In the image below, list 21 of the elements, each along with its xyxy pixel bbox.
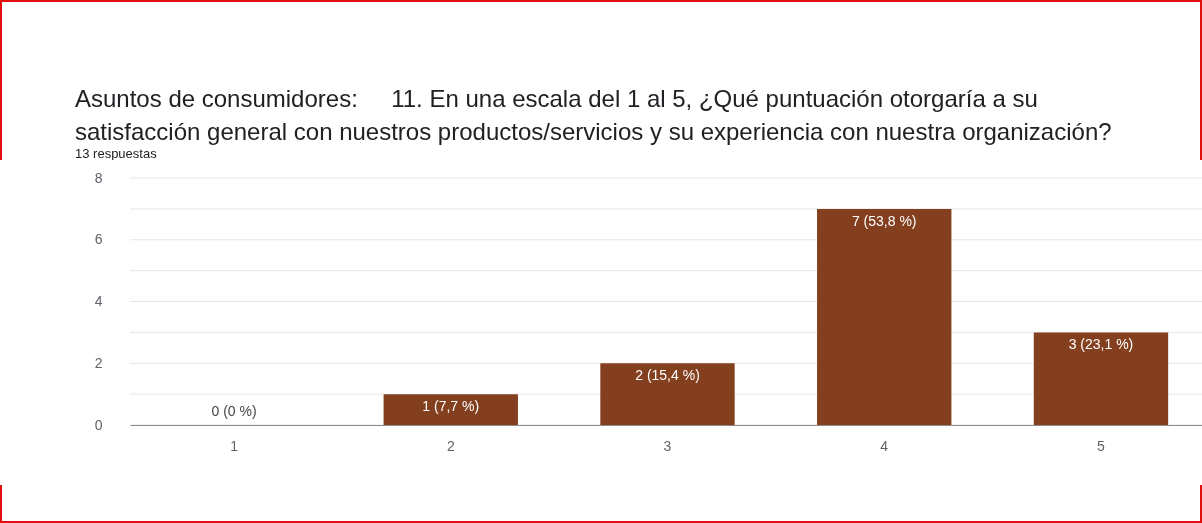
x-tick-label: 4 [880, 437, 889, 454]
x-tick-label: 5 [1097, 437, 1106, 454]
chart-subtitle: 13 respuestas [75, 146, 157, 161]
data-label: 1 (7,7 %) [422, 398, 480, 415]
bar [600, 363, 735, 425]
y-tick-label: 6 [94, 231, 103, 248]
bar [817, 208, 952, 425]
y-tick-label: 8 [94, 169, 103, 186]
data-label: 0 (0 %) [211, 403, 257, 419]
y-tick-label: 4 [94, 293, 103, 309]
x-tick-label: 3 [663, 437, 672, 454]
y-tick-label: 0 [94, 416, 103, 433]
data-label: 2 (15,4 %) [635, 367, 700, 384]
data-label: 3 (23,1 %) [1068, 336, 1134, 353]
x-tick-label: 1 [230, 437, 239, 454]
bar [1033, 332, 1169, 425]
y-tick-label: 2 [94, 354, 103, 371]
bar [383, 394, 518, 425]
chart-title: Asuntos de consumidores: 11. En una escala del 1 al 5, ¿Qué puntuación otorgaría a su satisfacción general con nuestros productos/servicios y su experiencia con nuestra organización? [75, 85, 1112, 145]
data-label: 7 (53,8 %) [851, 212, 917, 229]
x-tick-label: 2 [446, 437, 455, 454]
